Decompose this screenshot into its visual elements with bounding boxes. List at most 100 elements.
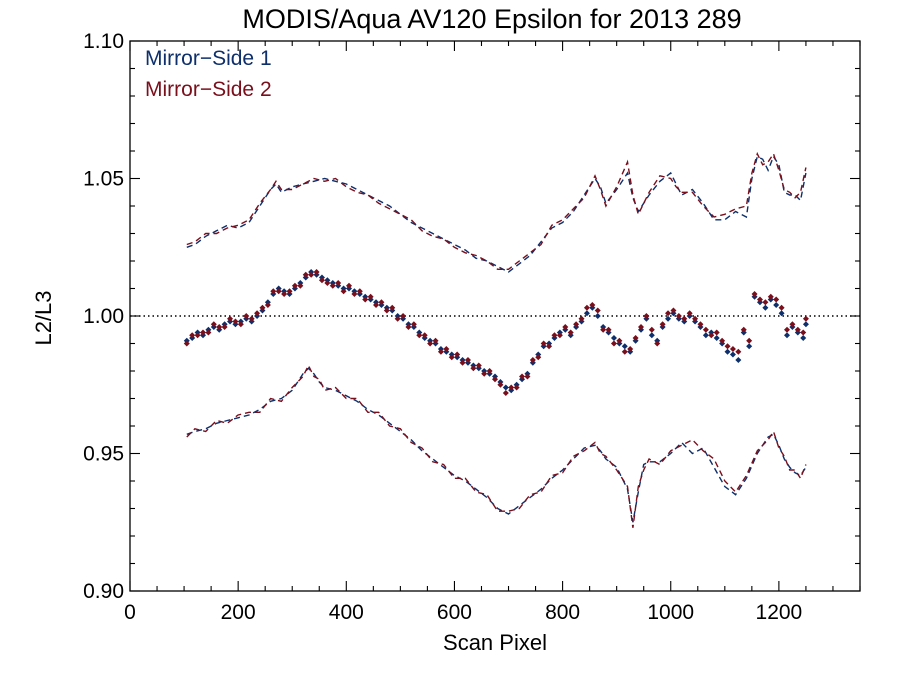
data-point (762, 304, 769, 311)
data-point (713, 335, 720, 341)
data-point (313, 269, 320, 275)
data-point (789, 321, 796, 328)
data-point (800, 329, 807, 336)
data-point (378, 299, 385, 306)
data-point (621, 343, 628, 350)
data-point (362, 296, 369, 303)
data-point (302, 271, 309, 278)
data-point (281, 291, 288, 297)
data-point (578, 315, 585, 322)
data-point (638, 324, 644, 330)
data-point (351, 291, 358, 297)
data-point (583, 310, 590, 317)
legend-entry-mirror-side-1: Mirror−Side 1 (145, 47, 272, 70)
data-point (394, 315, 401, 322)
data-point (610, 340, 617, 347)
data-point (594, 307, 601, 314)
data-point (464, 357, 471, 363)
envelope-upper-line-series-1 (186, 154, 807, 273)
data-point (200, 329, 206, 336)
data-point (665, 315, 672, 322)
y-axis-label: L2/L3 (31, 290, 56, 345)
y-tick-label: 0.90 (83, 580, 124, 603)
data-point (735, 357, 742, 363)
series-2-points (183, 269, 809, 396)
data-point (562, 324, 569, 330)
data-point (389, 304, 396, 311)
x-tick-label: 800 (545, 601, 580, 624)
envelope-lower-line-series-1 (186, 367, 807, 523)
data-point (594, 313, 601, 319)
data-point (740, 326, 747, 333)
envelope-lower-line-series-2 (186, 363, 807, 528)
data-point (529, 357, 536, 363)
data-point (746, 343, 753, 350)
data-point (773, 296, 780, 303)
data-point (610, 335, 617, 341)
data-point (432, 337, 439, 344)
data-point (189, 332, 196, 339)
data-point (802, 315, 809, 322)
data-point (621, 348, 628, 355)
data-point (205, 329, 212, 336)
data-point (692, 315, 699, 322)
y-tick-label: 0.95 (83, 443, 124, 466)
data-point (318, 277, 325, 284)
data-point (383, 307, 390, 314)
data-point (702, 332, 709, 339)
data-point (346, 282, 352, 289)
data-point (286, 288, 293, 295)
data-point (551, 332, 558, 339)
data-point (448, 354, 455, 361)
data-point (686, 310, 693, 317)
data-point (670, 307, 677, 314)
data-point (589, 302, 596, 308)
data-point (767, 293, 774, 300)
plot-area (130, 151, 860, 528)
data-point (259, 304, 266, 311)
data-point (183, 340, 190, 347)
data-point (583, 304, 590, 311)
data-point (573, 321, 580, 328)
data-point (729, 346, 736, 352)
legend: Mirror−Side 1 Mirror−Side 2 (145, 47, 272, 101)
data-point (724, 343, 731, 350)
data-point (324, 280, 331, 286)
data-point (735, 348, 742, 355)
data-point (194, 332, 201, 339)
data-point (535, 354, 542, 361)
data-point (681, 315, 688, 322)
data-point (708, 332, 715, 339)
x-tick-label: 0 (124, 601, 136, 624)
chart-title: MODIS/Aqua AV120 Epsilon for 2013 289 (242, 4, 741, 34)
data-point (665, 310, 672, 317)
data-point (605, 326, 612, 333)
data-point (221, 324, 228, 330)
data-point (481, 370, 488, 377)
data-point (800, 335, 807, 341)
x-tick-label: 1000 (647, 601, 694, 624)
data-point (486, 368, 493, 374)
data-point (713, 329, 720, 336)
data-point (427, 340, 434, 347)
data-point (719, 337, 726, 344)
y-tick-label: 1.10 (83, 30, 124, 53)
data-point (497, 381, 504, 388)
data-point (659, 321, 666, 328)
data-point (702, 326, 709, 333)
data-point (802, 321, 809, 328)
data-point (492, 376, 498, 383)
data-point (643, 313, 650, 319)
data-point (405, 324, 412, 330)
data-point (237, 321, 244, 328)
data-point (502, 384, 509, 391)
data-point (232, 318, 239, 325)
data-point (773, 302, 780, 308)
x-tick-label: 1200 (756, 601, 803, 624)
data-point (373, 302, 380, 308)
data-point (329, 282, 336, 289)
data-point (254, 310, 261, 317)
data-point (410, 321, 417, 328)
data-point (751, 291, 758, 297)
